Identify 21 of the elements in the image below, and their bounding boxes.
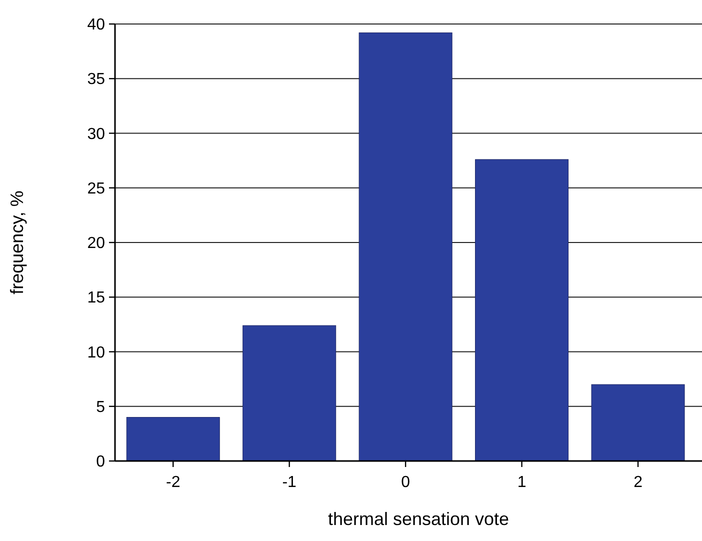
y-tick-label: 0 (96, 454, 106, 471)
bar (591, 384, 685, 462)
y-tick-label: 20 (87, 235, 106, 252)
x-tick-label: 1 (517, 474, 526, 491)
y-tick-label: 5 (96, 398, 106, 416)
bar (242, 325, 336, 462)
y-tick-label: 10 (87, 344, 106, 362)
y-tick-label: 25 (87, 180, 106, 198)
y-axis-title: frequency, % (7, 190, 27, 294)
bar (475, 159, 569, 462)
x-axis-title: thermal sensation vote (328, 509, 510, 529)
y-tick-label: 30 (87, 126, 106, 143)
bar (358, 32, 452, 462)
x-tick-label: 2 (634, 474, 643, 491)
x-tick-label: 0 (401, 474, 410, 491)
x-tick-label: -1 (282, 474, 297, 491)
y-tick-label: 15 (87, 290, 106, 307)
x-tick-label: -2 (166, 474, 180, 491)
y-tick-label: 35 (87, 71, 106, 88)
y-tick-label: 40 (87, 16, 106, 34)
bar (126, 417, 220, 462)
